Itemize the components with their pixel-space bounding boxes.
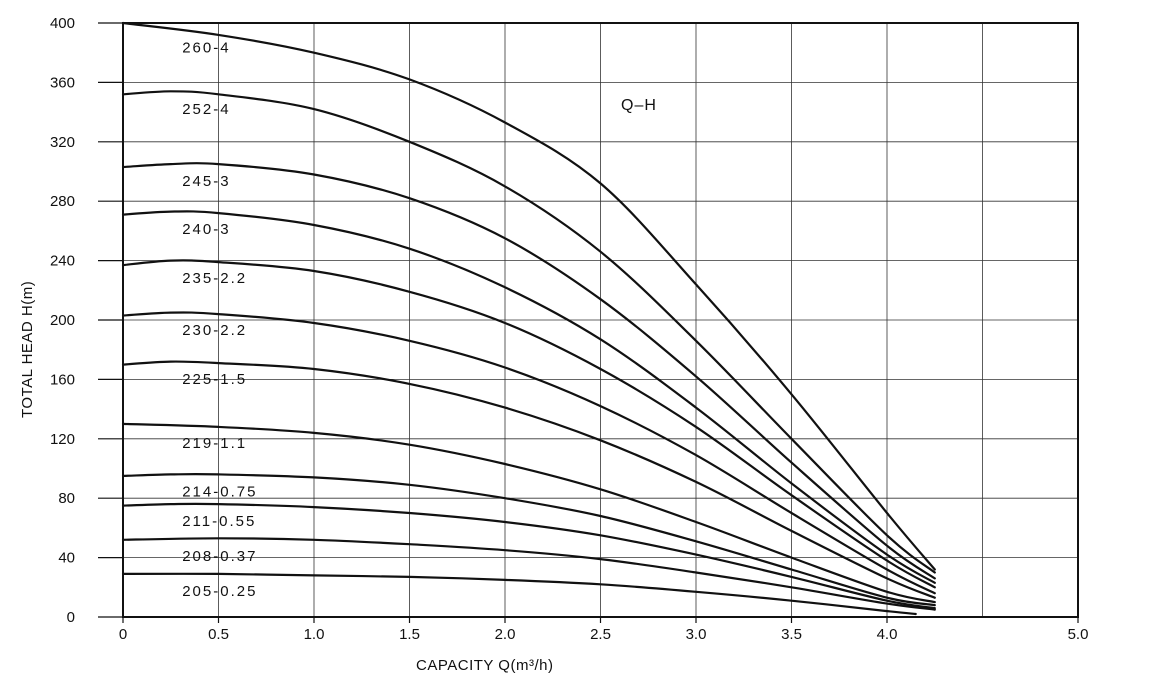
series-label-245-3: 245-3 <box>182 173 230 190</box>
y-tick-label: 120 <box>50 431 75 448</box>
series-label-240-3: 240-3 <box>182 221 230 238</box>
tick-layer: 0 40 80 120 160 200 240 280 320 360 400 0 0.5 1.0 1.5 2… <box>50 15 1088 643</box>
curve-layer <box>121 21 936 616</box>
label-layer: 260-4 252-4 245-3 240-3 235-2.2 230-2.2 225-1.… <box>182 39 257 600</box>
x-tick-label: 2.5 <box>590 626 611 643</box>
y-tick-label: 40 <box>58 550 75 567</box>
x-tick-label: 1.0 <box>304 626 325 643</box>
series-label-214-0.75: 214-0.75 <box>182 483 257 500</box>
series-line-214-0.75 <box>121 473 936 607</box>
series-label-260-4: 260-4 <box>182 39 230 56</box>
series-line-219-1.1 <box>121 422 936 604</box>
series-line-205-0.25 <box>121 572 917 616</box>
x-tick-label: 3.0 <box>686 626 707 643</box>
y-tick-label: 320 <box>50 134 75 151</box>
series-label-252-4: 252-4 <box>182 101 230 118</box>
series-line-252-4 <box>121 90 936 574</box>
series-label-235-2.2: 235-2.2 <box>182 270 247 287</box>
series-label-211-0.55: 211-0.55 <box>182 513 256 530</box>
y-tick-label: 80 <box>58 490 75 507</box>
x-tick-label: 3.5 <box>781 626 802 643</box>
series-line-230-2.2 <box>121 311 936 595</box>
y-tick-label: 200 <box>50 312 75 329</box>
y-tick-label: 360 <box>50 74 75 91</box>
x-tick-label: 2.0 <box>495 626 516 643</box>
x-tick-label: 1.5 <box>399 626 420 643</box>
y-tick-label: 400 <box>50 15 75 32</box>
series-label-225-1.5: 225-1.5 <box>182 371 247 388</box>
x-tick-label: 0 <box>119 626 127 643</box>
series-line-260-4 <box>121 21 936 571</box>
series-line-208-0.37 <box>121 537 936 611</box>
annotation-qh: Q–H <box>621 97 657 114</box>
series-line-235-2.2 <box>121 259 936 589</box>
grid-layer <box>123 23 1078 617</box>
y-axis-title: TOTAL HEAD H(m) <box>19 281 36 418</box>
series-line-240-3 <box>121 210 936 584</box>
x-axis-title: CAPACITY Q(m³/h) <box>416 657 553 674</box>
series-label-230-2.2: 230-2.2 <box>182 322 247 339</box>
y-tick-label: 240 <box>50 253 75 270</box>
series-label-205-0.25: 205-0.25 <box>182 583 257 600</box>
x-tick-label: 0.5 <box>208 626 229 643</box>
x-tick-label: 4.0 <box>877 626 898 643</box>
series-line-225-1.5 <box>121 360 936 599</box>
series-line-211-0.55 <box>121 502 936 610</box>
series-line-245-3 <box>121 162 936 580</box>
y-tick-label: 0 <box>67 609 75 626</box>
y-tick-label: 280 <box>50 193 75 210</box>
x-tick-label: 5.0 <box>1068 626 1089 643</box>
series-label-219-1.1: 219-1.1 <box>182 435 247 452</box>
y-tick-label: 160 <box>50 371 75 388</box>
series-label-208-0.37: 208-0.37 <box>182 548 257 565</box>
